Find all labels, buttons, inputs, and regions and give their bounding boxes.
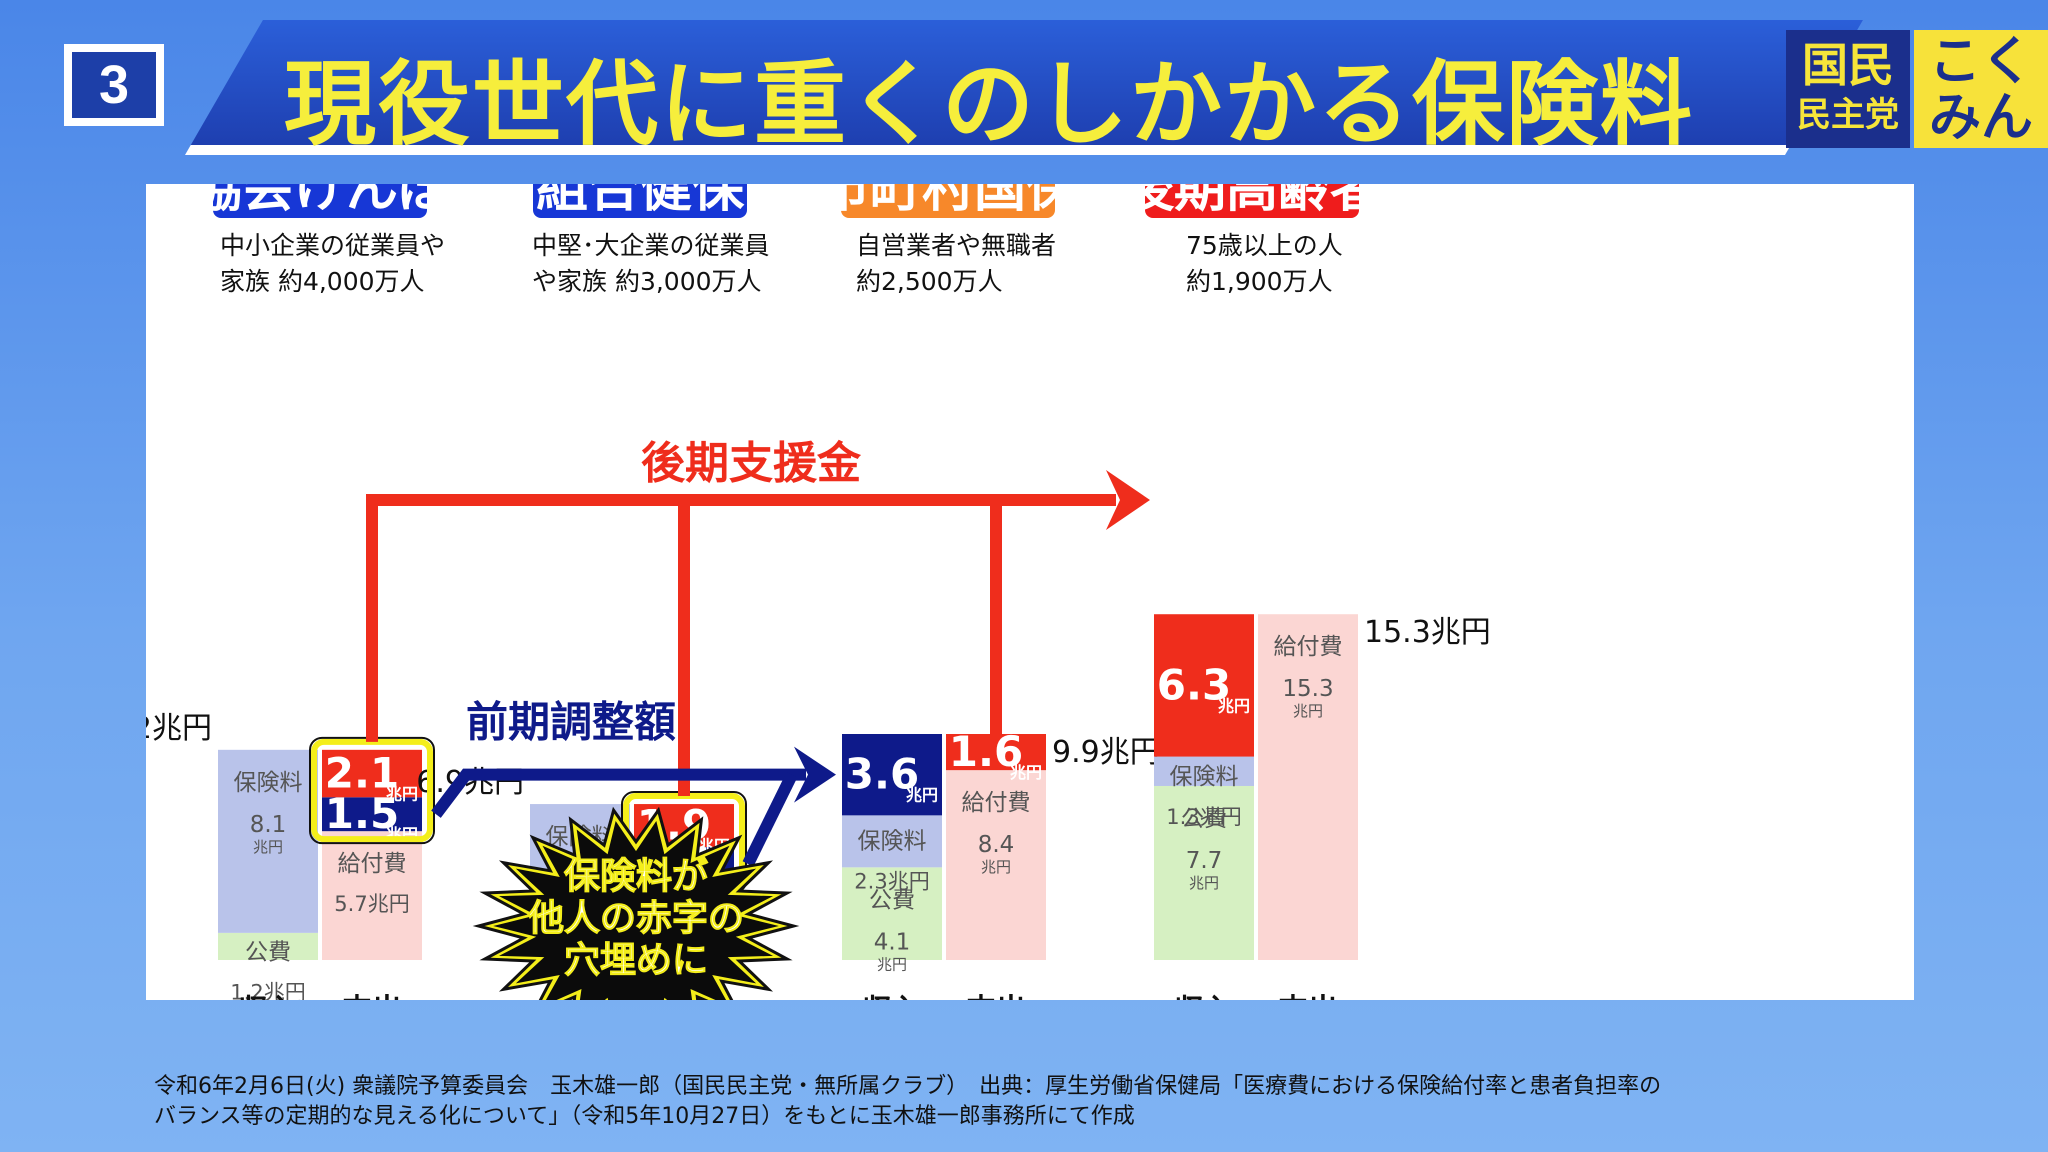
bar-unit-income-3-2: 兆円 [1218, 696, 1250, 715]
x-axis-income-3: 収入 [1174, 993, 1234, 1000]
bar-label-expense-3-0: 給付費 [1274, 634, 1343, 660]
logo-text-3: こく [1928, 32, 2033, 92]
bar-value-income-3-0: 7.7 [1186, 848, 1223, 874]
group-badge-2 [841, 184, 1055, 218]
bar-unit-income-3-0: 兆円 [1189, 874, 1219, 892]
callout-line-2: 他人の赤字の [527, 898, 744, 939]
bar-value-income-3-1: 1.3兆円 [1166, 805, 1241, 829]
group-desc-line2-3: 約1,900万人 [1186, 267, 1333, 296]
bar-income-2-1 [842, 815, 942, 868]
flow-arrowhead-navy [794, 746, 836, 803]
bar-income-2-0 [842, 867, 942, 960]
bar-value-income-2-2: 3.6 [845, 750, 919, 799]
total-label-2: 9.9兆円 [1052, 735, 1160, 770]
group-badge-label-1: 組合健保 [536, 184, 745, 219]
bar-unit-income-2-0: 兆円 [877, 955, 907, 973]
bar-value-expense-0-2: 2.1 [325, 749, 399, 798]
group-desc-line2-0: 家族 約4,000万人 [220, 267, 425, 296]
flow-line-red [366, 494, 1116, 742]
slide-number: 3 [64, 44, 164, 126]
bar-label-expense-2-0: 給付費 [962, 790, 1031, 816]
bar-value-income-2-1: 2.3兆円 [854, 869, 929, 893]
group-desc-line1-0: 中小企業の従業員や [220, 231, 445, 260]
bar-income-3-0 [1154, 785, 1254, 960]
bar-label-income-0-0: 公費 [245, 940, 291, 966]
flow-arrowhead-red [1106, 470, 1150, 530]
group-desc-line1-2: 自営業者や無職者 [856, 231, 1056, 260]
bar-value-income-0-1: 8.1 [250, 812, 287, 838]
bar-unit-income-0-1: 兆円 [253, 838, 283, 856]
logo-text-4: みん [1928, 88, 2033, 148]
logo-left-block: 国民 民主党 [1786, 30, 1910, 148]
bar-value-expense-0-0: 5.7兆円 [334, 892, 409, 916]
bar-income-2-2 [842, 734, 942, 816]
chart-panel: 協会けんぽ 中小企業の従業員や 家族 約4,000万人 公費 1.2兆円 保険料 8.1 兆円… [146, 184, 1914, 1000]
bar-income-0-0 [218, 932, 318, 960]
total-label-3: 15.3兆円 [1364, 615, 1491, 650]
bar-label-income-3-0: 公費 [1181, 806, 1227, 832]
bar-expense-0-0 [322, 831, 422, 960]
bar-expense-0-2 [322, 749, 422, 798]
bar-expense-0-1 [322, 797, 422, 832]
bar-expense-2-1 [946, 734, 1046, 771]
source-note: 令和6年2月6日(火) 衆議院予算委員会 玉木雄一郎（国民民主党・無所属クラブ）… [154, 1072, 2034, 1132]
source-note-line-1: 令和6年2月6日(火) 衆議院予算委員会 玉木雄一郎（国民民主党・無所属クラブ）… [154, 1074, 1662, 1099]
bar-unit-expense-2-0: 兆円 [981, 858, 1011, 876]
bar-value-expense-0-1: 1.5 [325, 789, 399, 838]
flow-branch-navy-1 [742, 772, 798, 867]
x-axis-income-0: 収入 [238, 993, 298, 1000]
flow-label-navy: 前期調整額 [466, 698, 676, 747]
bar-expense-2-0 [946, 770, 1046, 960]
logo-text-1: 国民 [1802, 38, 1894, 92]
logo-text-2: 民主党 [1797, 95, 1899, 135]
flow-line-navy [431, 768, 806, 818]
slide-title: 現役世代に重くのしかかる保険料 [284, 51, 1695, 158]
group-badge-3 [1145, 184, 1359, 218]
party-logo: 国民 民主党 こく みん [1786, 30, 2048, 148]
source-note-line-2: バランス等の定期的な見える化について」（令和5年10月27日）をもとに玉木雄一郎… [154, 1104, 1135, 1129]
x-axis-expense-3: 支出 [1278, 993, 1338, 1000]
group-badge-label-2: 市町村国保 [818, 184, 1079, 219]
bar-unit-income-2-2: 兆円 [906, 786, 938, 805]
bar-income-3-1 [1154, 756, 1254, 786]
callout-line-1: 保険料が [564, 856, 708, 897]
group-badge-0 [213, 184, 427, 218]
bar-value-income-3-2: 6.3 [1157, 660, 1231, 709]
bar-value-income-0-0: 1.2兆円 [230, 981, 305, 1000]
bar-unit-expense-0-2: 兆円 [386, 785, 418, 804]
group-desc-line2-2: 約2,500万人 [856, 267, 1003, 296]
flow-label-red: 後期支援金 [641, 438, 862, 489]
bar-label-income-2-0: 公費 [869, 887, 915, 913]
bar-label-expense-0-0: 給付費 [338, 851, 407, 877]
group-desc-line2-1: や家族 約3,000万人 [532, 267, 762, 296]
callout-starburst-inner [493, 821, 779, 1000]
bar-value-expense-3-0: 15.3 [1282, 676, 1333, 702]
logo-right-block: こく みん [1914, 30, 2048, 148]
bar-unit-expense-3-0: 兆円 [1293, 702, 1323, 720]
bar-income-3-2 [1154, 614, 1254, 757]
bar-expense-3-0 [1258, 614, 1358, 960]
group-badge-label-0: 協会けんぽ [190, 184, 451, 219]
bar-value-income-2-0: 4.1 [874, 929, 911, 955]
bar-income-0-1 [218, 749, 318, 933]
group-desc-line1-1: 中堅･大企業の従業員 [532, 231, 770, 260]
callout-line-3: 穴埋めに [564, 940, 708, 981]
x-axis-income-2: 収入 [862, 993, 922, 1000]
bar-unit-expense-2-1: 兆円 [1010, 763, 1042, 782]
bar-label-income-3-1: 保険料 [1170, 764, 1239, 790]
group-badge-1 [533, 184, 747, 218]
bar-label-income-2-1: 保険料 [858, 828, 927, 854]
x-axis-expense-0: 支出 [342, 993, 402, 1000]
x-axis-expense-2: 支出 [966, 993, 1026, 1000]
group-badge-label-3: 後期高齢者 [1122, 184, 1382, 219]
header: 3 現役世代に重くのしかかる保険料 国民 民主党 こく みん [0, 0, 2048, 158]
bar-value-expense-2-0: 8.4 [978, 832, 1015, 858]
bar-label-income-0-1: 保険料 [234, 770, 303, 796]
group-desc-line1-3: 75歳以上の人 [1186, 231, 1343, 260]
total-label-0: 9.2兆円 [146, 711, 212, 746]
bar-value-expense-2-1: 1.6 [949, 727, 1023, 776]
